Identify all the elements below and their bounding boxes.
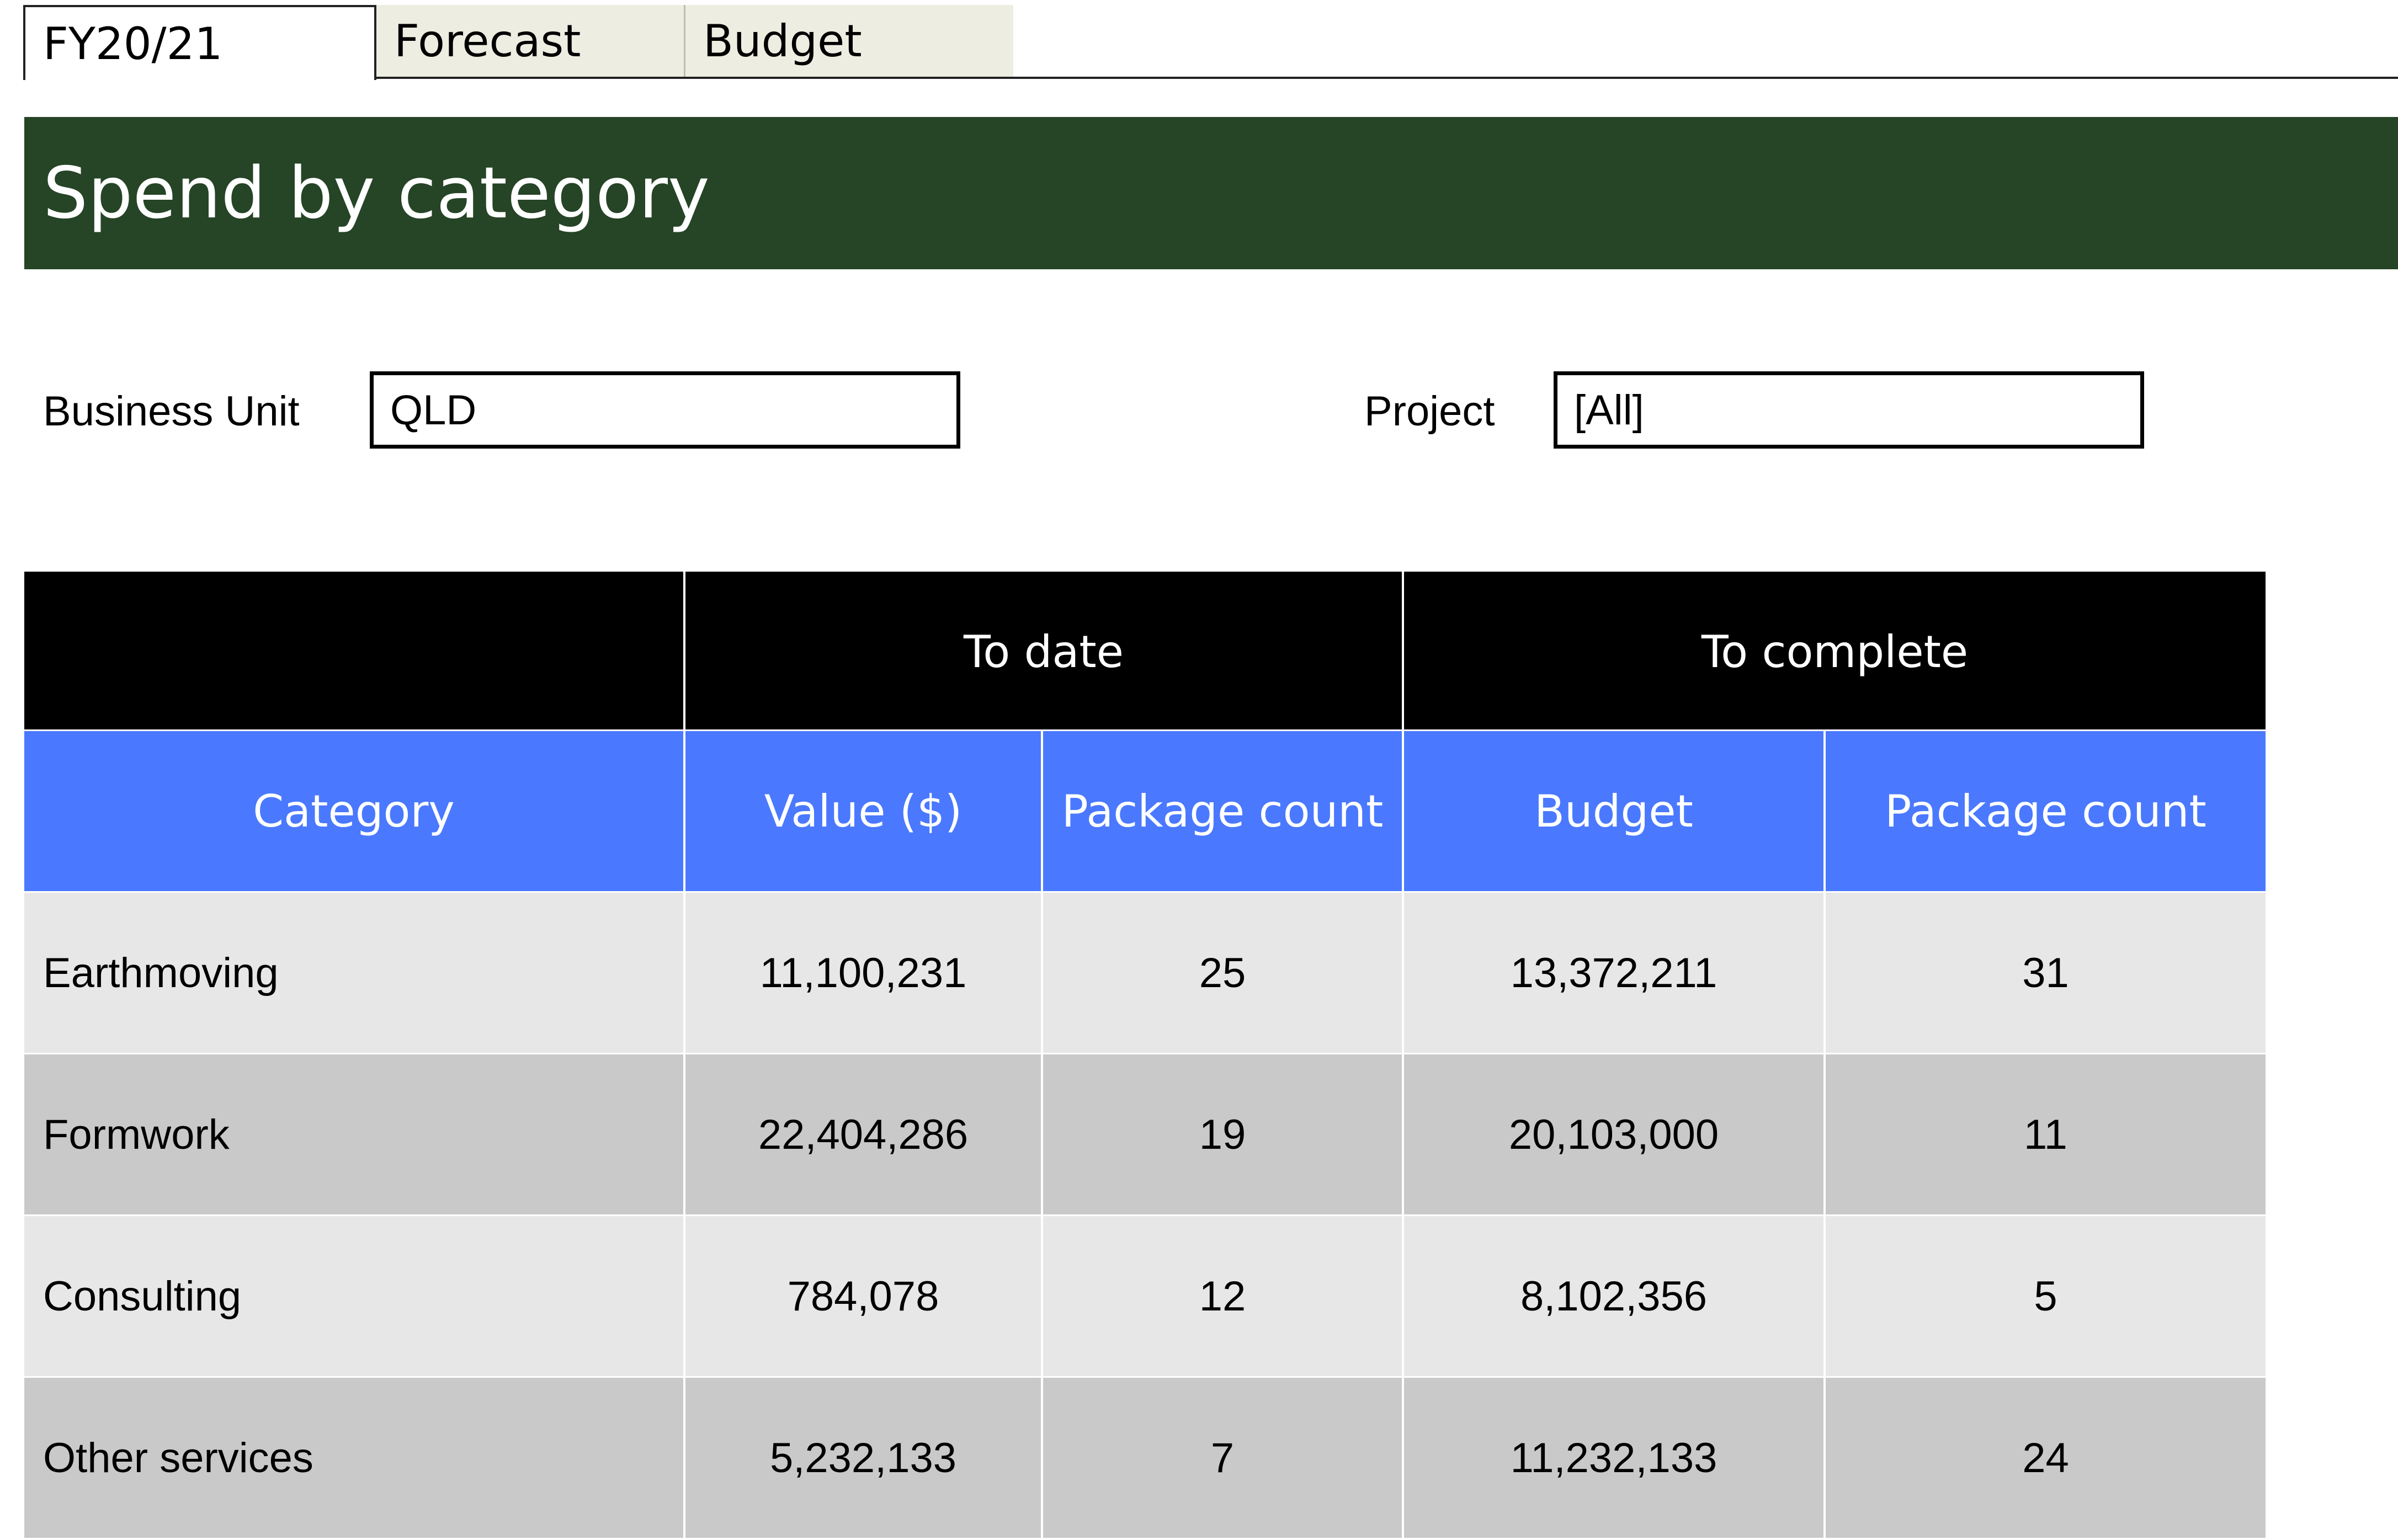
- table-cell-category: Formwork: [24, 1054, 683, 1214]
- table-cell-value: 22,404,286: [685, 1054, 1041, 1214]
- column-header-budget: Budget: [1404, 731, 1823, 891]
- to-complete-header: To complete: [1404, 572, 2266, 729]
- tab-forecast[interactable]: Forecast: [376, 5, 685, 77]
- to-date-header: To date: [685, 572, 1402, 729]
- table-corner-header: [24, 572, 683, 729]
- project-filter[interactable]: [All]: [1554, 371, 2144, 449]
- column-header-value: Value ($): [685, 731, 1041, 891]
- sheet-tabs: FY20/21 Forecast Budget: [0, 0, 2398, 80]
- table-cell-budget: 11,232,133: [1404, 1378, 1823, 1538]
- table-cell-value: 5,232,133: [685, 1378, 1041, 1538]
- table-cell-package-count: 12: [1043, 1216, 1402, 1376]
- table-cell-package-count: 11: [1826, 1054, 2266, 1214]
- table-cell-category: Consulting: [24, 1216, 683, 1376]
- spend-table: To date To complete Category Value ($) P…: [24, 572, 2266, 1540]
- table-cell-package-count: 5: [1826, 1216, 2266, 1376]
- column-header-category: Category: [24, 731, 683, 891]
- table-cell-value: 784,078: [685, 1216, 1041, 1376]
- column-header-package-count-to-date: Package count: [1043, 731, 1402, 891]
- project-label: Project: [1364, 388, 1495, 435]
- table-cell-category: Earthmoving: [24, 893, 683, 1053]
- table-cell-budget: 13,372,211: [1404, 893, 1823, 1053]
- tab-budget[interactable]: Budget: [685, 5, 1013, 77]
- table-cell-category: Other services: [24, 1378, 683, 1538]
- table-cell-budget: 20,103,000: [1404, 1054, 1823, 1214]
- business-unit-label: Business Unit: [43, 388, 300, 435]
- business-unit-filter[interactable]: QLD: [370, 371, 960, 449]
- table-cell-package-count: 31: [1826, 893, 2266, 1053]
- title-banner: Spend by category: [24, 117, 2398, 269]
- table-cell-package-count: 25: [1043, 893, 1402, 1053]
- column-header-package-count-to-complete: Package count: [1826, 731, 2266, 891]
- table-cell-package-count: 24: [1826, 1378, 2266, 1538]
- table-cell-value: 11,100,231: [685, 893, 1041, 1053]
- table-cell-package-count: 7: [1043, 1378, 1402, 1538]
- table-cell-package-count: 19: [1043, 1054, 1402, 1214]
- tabbar-divider: [24, 77, 2398, 79]
- table-cell-budget: 8,102,356: [1404, 1216, 1823, 1376]
- page-title: Spend by category: [43, 152, 710, 235]
- tab-fy20-21[interactable]: FY20/21: [23, 5, 376, 80]
